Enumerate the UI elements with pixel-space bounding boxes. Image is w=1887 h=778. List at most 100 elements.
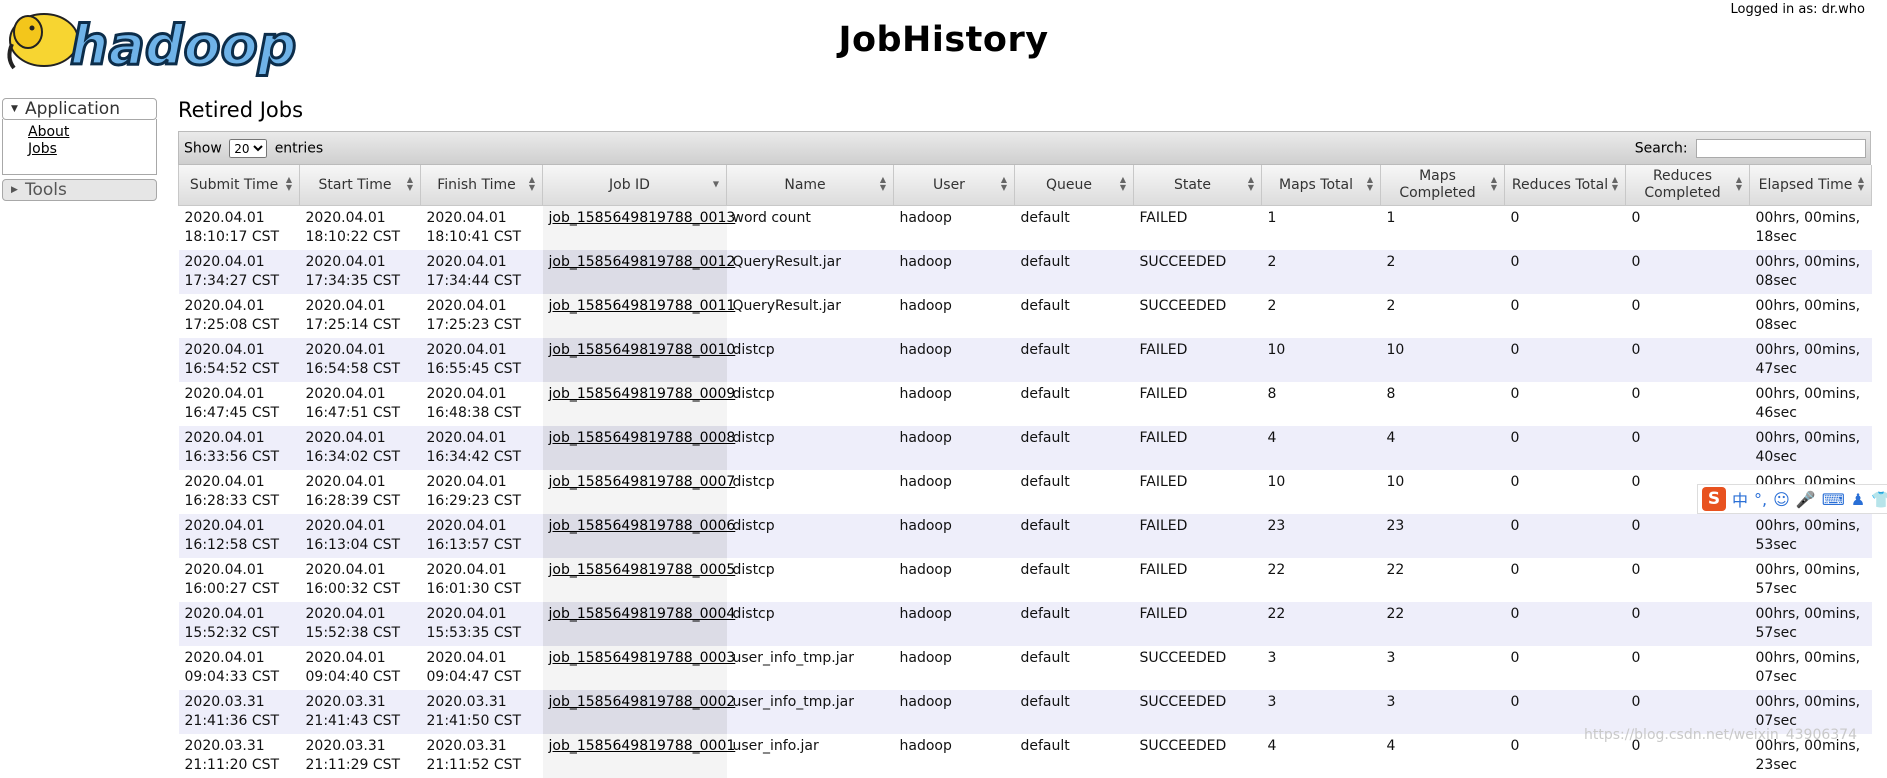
- nav-application-header[interactable]: ▼ Application: [2, 98, 157, 120]
- elephant-icon: [7, 13, 79, 70]
- table-cell: 2020.04.01 18:10:41 CST: [420, 205, 543, 250]
- table-row: 2020.03.31 21:41:36 CST 2020.03.31 21:41:…: [178, 690, 1872, 734]
- table-row: 2020.04.01 15:52:32 CST 2020.04.01 15:52:…: [178, 602, 1872, 646]
- sogou-logo-icon[interactable]: S: [1702, 487, 1726, 511]
- table-cell: 0: [1504, 514, 1626, 558]
- column-header[interactable]: Reduces Total ▲ ▼: [1504, 165, 1626, 206]
- table-cell: hadoop: [893, 338, 1015, 382]
- column-header[interactable]: Maps Completed ▲ ▼: [1380, 165, 1505, 206]
- table-cell: distcp: [726, 558, 894, 602]
- column-header[interactable]: Queue ▲ ▼: [1014, 165, 1134, 206]
- nav-tools-header[interactable]: ▶ Tools: [2, 179, 157, 201]
- punctuation-icon[interactable]: °,: [1754, 489, 1768, 509]
- table-cell: 0: [1625, 382, 1750, 426]
- search-control: Search:: [1635, 139, 1866, 158]
- sort-icon: ▲ ▼: [879, 175, 886, 193]
- job-id-link[interactable]: job_1585649819788_0004: [548, 606, 736, 622]
- table-cell: default: [1014, 250, 1134, 294]
- table-cell: distcp: [726, 514, 894, 558]
- ime-toolbar[interactable]: S 中 °, ☺ 🎤 ⌨ ♟ 👕: [1697, 484, 1887, 514]
- job-id-link[interactable]: job_1585649819788_0010: [548, 342, 736, 358]
- table-cell: default: [1014, 294, 1134, 338]
- ime-lang-toggle[interactable]: 中: [1732, 491, 1749, 510]
- table-cell: 22: [1261, 602, 1381, 646]
- table-row: 2020.04.01 18:10:17 CST 2020.04.01 18:10:…: [178, 205, 1872, 250]
- column-header[interactable]: Name ▲ ▼: [726, 165, 894, 206]
- table-cell: 23: [1261, 514, 1381, 558]
- job-id-link[interactable]: job_1585649819788_0001: [548, 738, 736, 754]
- table-cell: default: [1014, 690, 1134, 734]
- column-header[interactable]: Start Time ▲ ▼: [299, 165, 421, 206]
- sort-icon: ▲ ▼: [1735, 175, 1742, 193]
- job-id-link[interactable]: job_1585649819788_0008: [548, 430, 736, 446]
- job-id-link[interactable]: job_1585649819788_0013: [548, 210, 736, 226]
- table-cell: 4: [1261, 734, 1381, 778]
- job-id-link[interactable]: job_1585649819788_0002: [548, 694, 736, 710]
- table-cell: 2020.04.01 17:34:35 CST: [299, 250, 421, 294]
- job-id-link[interactable]: job_1585649819788_0005: [548, 562, 736, 578]
- table-cell: 2020.03.31 21:11:29 CST: [299, 734, 421, 778]
- table-cell: FAILED: [1133, 338, 1262, 382]
- table-cell: 0: [1504, 338, 1626, 382]
- job-id-link[interactable]: job_1585649819788_0011: [548, 298, 736, 314]
- job-id-link[interactable]: job_1585649819788_0009: [548, 386, 736, 402]
- table-cell: distcp: [726, 470, 894, 514]
- sort-icon: ▲ ▼: [406, 175, 413, 193]
- table-cell: FAILED: [1133, 514, 1262, 558]
- column-header[interactable]: Elapsed Time ▲ ▼: [1749, 165, 1872, 206]
- job-id-link[interactable]: job_1585649819788_0012: [548, 254, 736, 270]
- shirt-icon[interactable]: 👕: [1871, 489, 1887, 509]
- table-cell: 2020.04.01 16:47:45 CST: [178, 382, 300, 426]
- search-input[interactable]: [1696, 139, 1866, 158]
- table-cell: 00hrs, 00mins, 46sec: [1749, 382, 1872, 426]
- table-cell: 0: [1625, 558, 1750, 602]
- table-cell: hadoop: [893, 205, 1015, 250]
- sort-icon: ▲ ▼: [1857, 175, 1864, 193]
- emoji-icon[interactable]: ☺: [1773, 489, 1790, 509]
- table-cell: 2020.04.01 16:00:32 CST: [299, 558, 421, 602]
- keyboard-icon[interactable]: ⌨: [1821, 489, 1845, 509]
- nav-link-about[interactable]: About: [28, 124, 70, 140]
- table-cell: default: [1014, 205, 1134, 250]
- job-id-link[interactable]: job_1585649819788_0003: [548, 650, 736, 666]
- table-cell: hadoop: [893, 250, 1015, 294]
- table-cell: 0: [1625, 205, 1750, 250]
- table-toolbar: Show 20 entries Search:: [178, 131, 1871, 165]
- table-cell: 4: [1261, 426, 1381, 470]
- table-cell: 22: [1380, 602, 1505, 646]
- column-header[interactable]: Finish Time ▲ ▼: [420, 165, 543, 206]
- table-cell: 4: [1380, 426, 1505, 470]
- table-cell: default: [1014, 470, 1134, 514]
- table-cell: 2020.04.01 15:53:35 CST: [420, 602, 543, 646]
- table-cell: job_1585649819788_0007: [542, 470, 735, 514]
- table-cell: FAILED: [1133, 602, 1262, 646]
- table-cell: job_1585649819788_0010: [542, 338, 735, 382]
- job-id-link[interactable]: job_1585649819788_0006: [548, 518, 736, 534]
- table-cell: 2020.04.01 17:34:27 CST: [178, 250, 300, 294]
- table-cell: 2020.03.31 21:41:50 CST: [420, 690, 543, 734]
- table-cell: hadoop: [893, 690, 1015, 734]
- table-cell: hadoop: [893, 734, 1015, 778]
- column-header[interactable]: Submit Time ▲ ▼: [178, 165, 300, 206]
- table-cell: 0: [1504, 382, 1626, 426]
- column-header[interactable]: Reduces Completed ▲ ▼: [1625, 165, 1750, 206]
- table-cell: job_1585649819788_0013: [542, 205, 735, 250]
- table-cell: 3: [1261, 646, 1381, 690]
- table-row: 2020.04.01 16:33:56 CST 2020.04.01 16:34:…: [178, 426, 1872, 470]
- table-cell: 0: [1504, 690, 1626, 734]
- column-header[interactable]: User ▲ ▼: [893, 165, 1015, 206]
- column-header[interactable]: Maps Total ▲ ▼: [1261, 165, 1381, 206]
- entries-select[interactable]: 20: [229, 139, 268, 158]
- microphone-icon[interactable]: 🎤: [1795, 489, 1816, 509]
- table-cell: job_1585649819788_0003: [542, 646, 735, 690]
- column-header[interactable]: Job ID ▼: [542, 165, 727, 206]
- job-id-link[interactable]: job_1585649819788_0007: [548, 474, 736, 490]
- table-cell: hadoop: [893, 382, 1015, 426]
- column-header[interactable]: State ▲ ▼: [1133, 165, 1262, 206]
- user-icon[interactable]: ♟: [1850, 489, 1866, 509]
- table-cell: 2020.04.01 18:10:22 CST: [299, 205, 421, 250]
- table-cell: 0: [1625, 294, 1750, 338]
- table-cell: 1: [1380, 205, 1505, 250]
- nav-link-jobs[interactable]: Jobs: [28, 141, 57, 157]
- table-row: 2020.04.01 17:25:08 CST 2020.04.01 17:25:…: [178, 294, 1872, 338]
